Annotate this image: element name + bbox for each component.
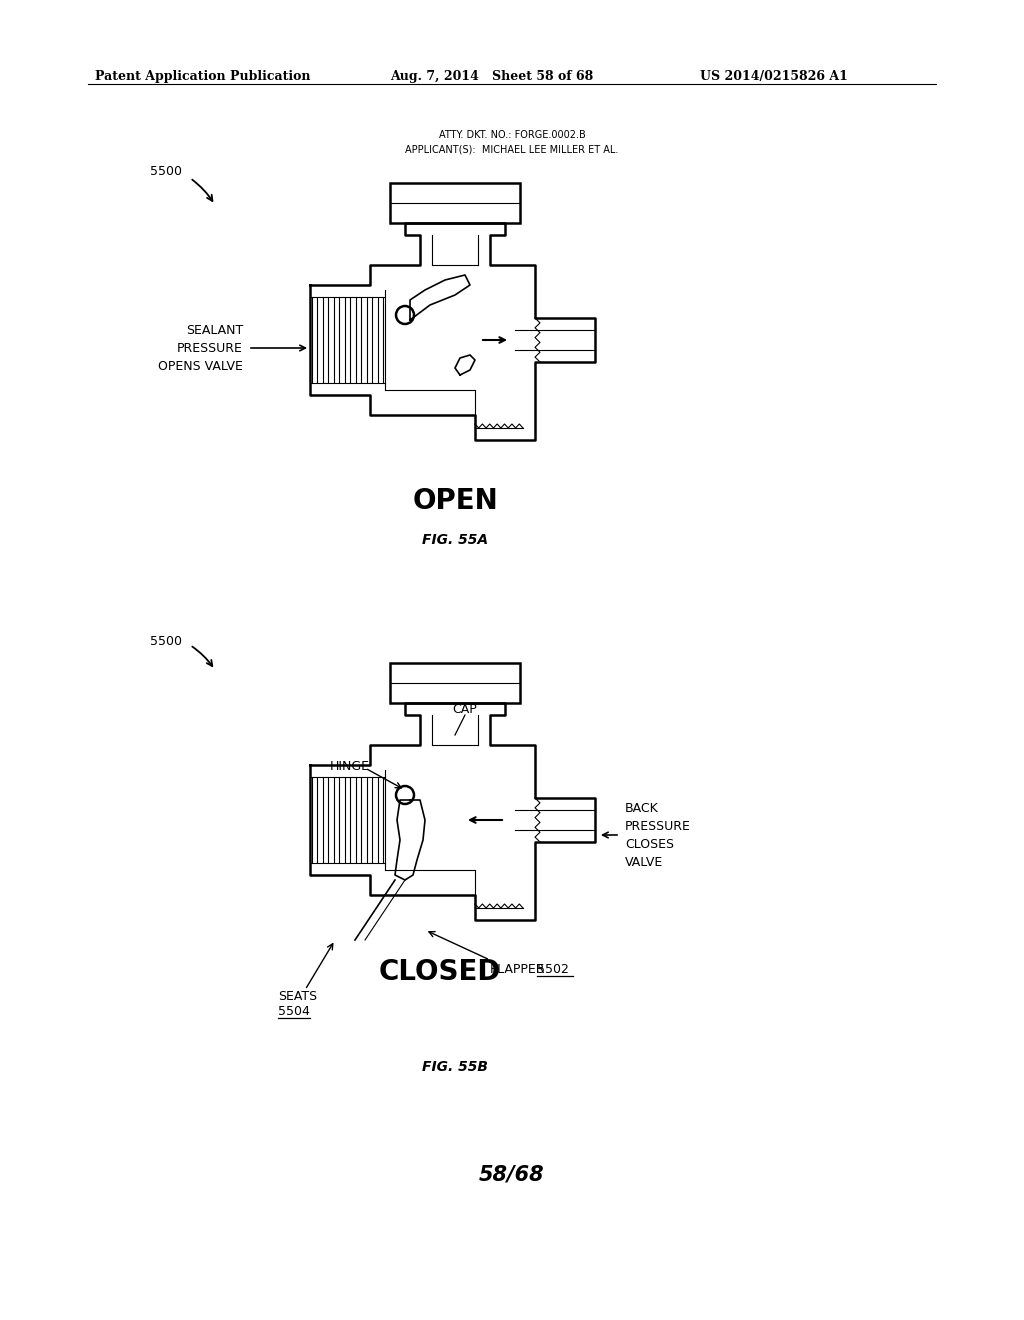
Text: 5504: 5504 (278, 1005, 310, 1018)
Text: US 2014/0215826 A1: US 2014/0215826 A1 (700, 70, 848, 83)
Bar (390, 183, 520, 223)
Text: SEALANT
PRESSURE
OPENS VALVE: SEALANT PRESSURE OPENS VALVE (158, 323, 243, 372)
Text: 5500: 5500 (150, 635, 182, 648)
Text: 58/68: 58/68 (479, 1166, 545, 1185)
Text: Patent Application Publication: Patent Application Publication (95, 70, 310, 83)
Text: FLAPPER: FLAPPER (490, 964, 549, 975)
Text: CAP: CAP (453, 704, 477, 715)
Text: BACK
PRESSURE
CLOSES
VALVE: BACK PRESSURE CLOSES VALVE (625, 801, 691, 869)
Text: 5500: 5500 (150, 165, 182, 178)
Text: SEATS: SEATS (278, 990, 317, 1003)
Text: OPEN: OPEN (412, 487, 498, 515)
Bar (390, 663, 520, 704)
Text: APPLICANT(S):  MICHAEL LEE MILLER ET AL.: APPLICANT(S): MICHAEL LEE MILLER ET AL. (406, 144, 618, 154)
Text: FIG. 55B: FIG. 55B (422, 1060, 488, 1074)
Text: Aug. 7, 2014   Sheet 58 of 68: Aug. 7, 2014 Sheet 58 of 68 (390, 70, 593, 83)
Text: CLOSED: CLOSED (379, 958, 501, 986)
Text: 5502: 5502 (537, 964, 569, 975)
Text: FIG. 55A: FIG. 55A (422, 533, 488, 546)
Text: HINGE: HINGE (330, 760, 370, 774)
Text: ATTY. DKT. NO.: FORGE.0002.B: ATTY. DKT. NO.: FORGE.0002.B (438, 129, 586, 140)
